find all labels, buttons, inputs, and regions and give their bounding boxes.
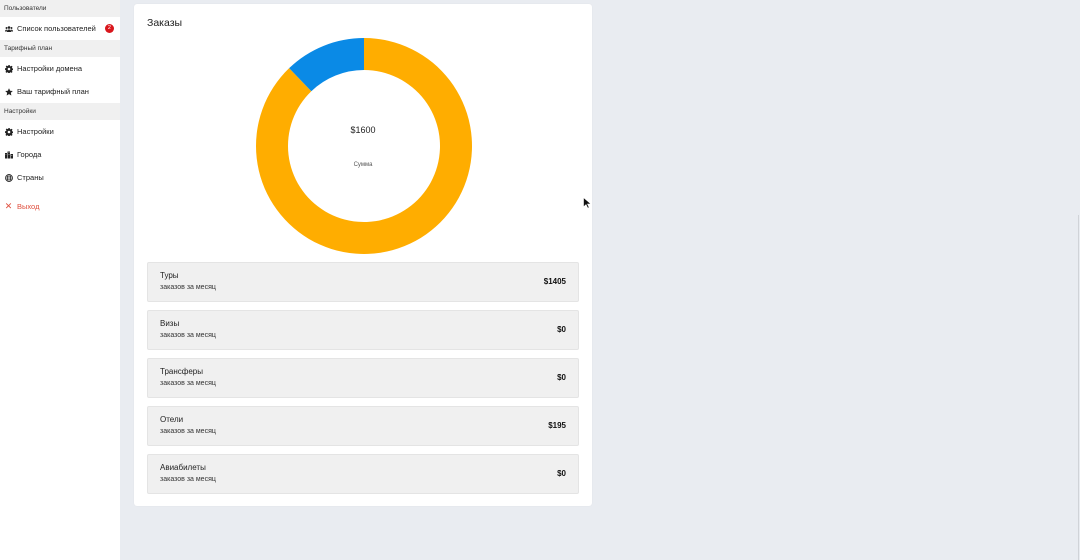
orders-list: Туры заказов за месяц $1405 Визы заказов…	[147, 262, 579, 502]
card-title: Заказы	[147, 17, 183, 29]
list-item-sub: заказов за месяц	[160, 332, 216, 339]
sidebar-section-tariff: Тарифный план	[0, 40, 120, 57]
globe-icon	[4, 173, 13, 182]
list-item-sub: заказов за месяц	[160, 428, 216, 435]
close-icon: ✕	[4, 201, 13, 211]
sidebar-item-settings[interactable]: Настройки	[0, 120, 120, 143]
list-item-sub: заказов за месяц	[160, 380, 216, 387]
city-icon	[4, 150, 13, 159]
sidebar-item-label: Города	[17, 150, 42, 159]
donut-slice-0[interactable]	[255, 38, 472, 254]
logout-button[interactable]: ✕ Выход	[0, 195, 120, 218]
gear-icon	[4, 127, 13, 136]
gear-icon	[4, 64, 13, 73]
list-item-value: $1405	[543, 277, 566, 286]
list-item-hotels[interactable]: Отели заказов за месяц $195	[147, 406, 579, 446]
donut-slice-3[interactable]	[289, 38, 364, 92]
sidebar-item-label: Настройки домена	[17, 64, 83, 73]
mouse-cursor-icon	[583, 197, 592, 209]
list-item-sub: заказов за месяц	[160, 476, 216, 483]
star-icon	[4, 87, 13, 96]
notification-badge: 2	[104, 24, 114, 33]
list-item-value: $0	[557, 373, 566, 382]
sidebar-item-label: Страны	[17, 173, 44, 182]
sidebar-item-label: Список пользователей	[17, 24, 96, 33]
sidebar-item-user-list[interactable]: Список пользователей 2	[0, 17, 120, 40]
sidebar-item-label: Ваш тарифный план	[17, 87, 89, 96]
list-item-value: $195	[548, 421, 566, 430]
list-item-sub: заказов за месяц	[160, 284, 216, 291]
list-item-value: $0	[557, 469, 566, 478]
donut-total-label: Сумма	[353, 162, 373, 168]
list-item-transfers[interactable]: Трансферы заказов за месяц $0	[147, 358, 579, 398]
list-item-name: Трансферы	[160, 367, 203, 376]
sidebar-section-users: Пользователи	[0, 0, 120, 17]
list-item-tours[interactable]: Туры заказов за месяц $1405	[147, 262, 579, 302]
list-item-name: Визы	[160, 319, 180, 328]
sidebar: Пользователи Список пользователей 2 Тари…	[0, 0, 120, 560]
sidebar-item-domain-settings[interactable]: Настройки домена	[0, 57, 120, 80]
sidebar-item-countries[interactable]: Страны	[0, 166, 120, 189]
sidebar-item-cities[interactable]: Города	[0, 143, 120, 166]
list-item-value: $0	[557, 325, 566, 334]
orders-donut-chart	[255, 38, 472, 254]
list-item-name: Отели	[160, 415, 184, 424]
sidebar-item-label: Настройки	[17, 127, 54, 136]
list-item-name: Авиабилеты	[160, 463, 206, 472]
logout-label: Выход	[17, 202, 40, 211]
users-icon	[4, 24, 13, 33]
donut-total: $1600	[350, 125, 376, 135]
sidebar-item-tariff-plan[interactable]: Ваш тарифный план	[0, 80, 120, 103]
scrollbar-edge	[1078, 215, 1079, 560]
list-item-name: Туры	[160, 271, 179, 280]
list-item-flights[interactable]: Авиабилеты заказов за месяц $0	[147, 454, 579, 494]
orders-card: Заказы $1600 Сумма Туры заказов за месяц…	[134, 4, 592, 506]
list-item-visas[interactable]: Визы заказов за месяц $0	[147, 310, 579, 350]
sidebar-section-settings: Настройки	[0, 103, 120, 120]
